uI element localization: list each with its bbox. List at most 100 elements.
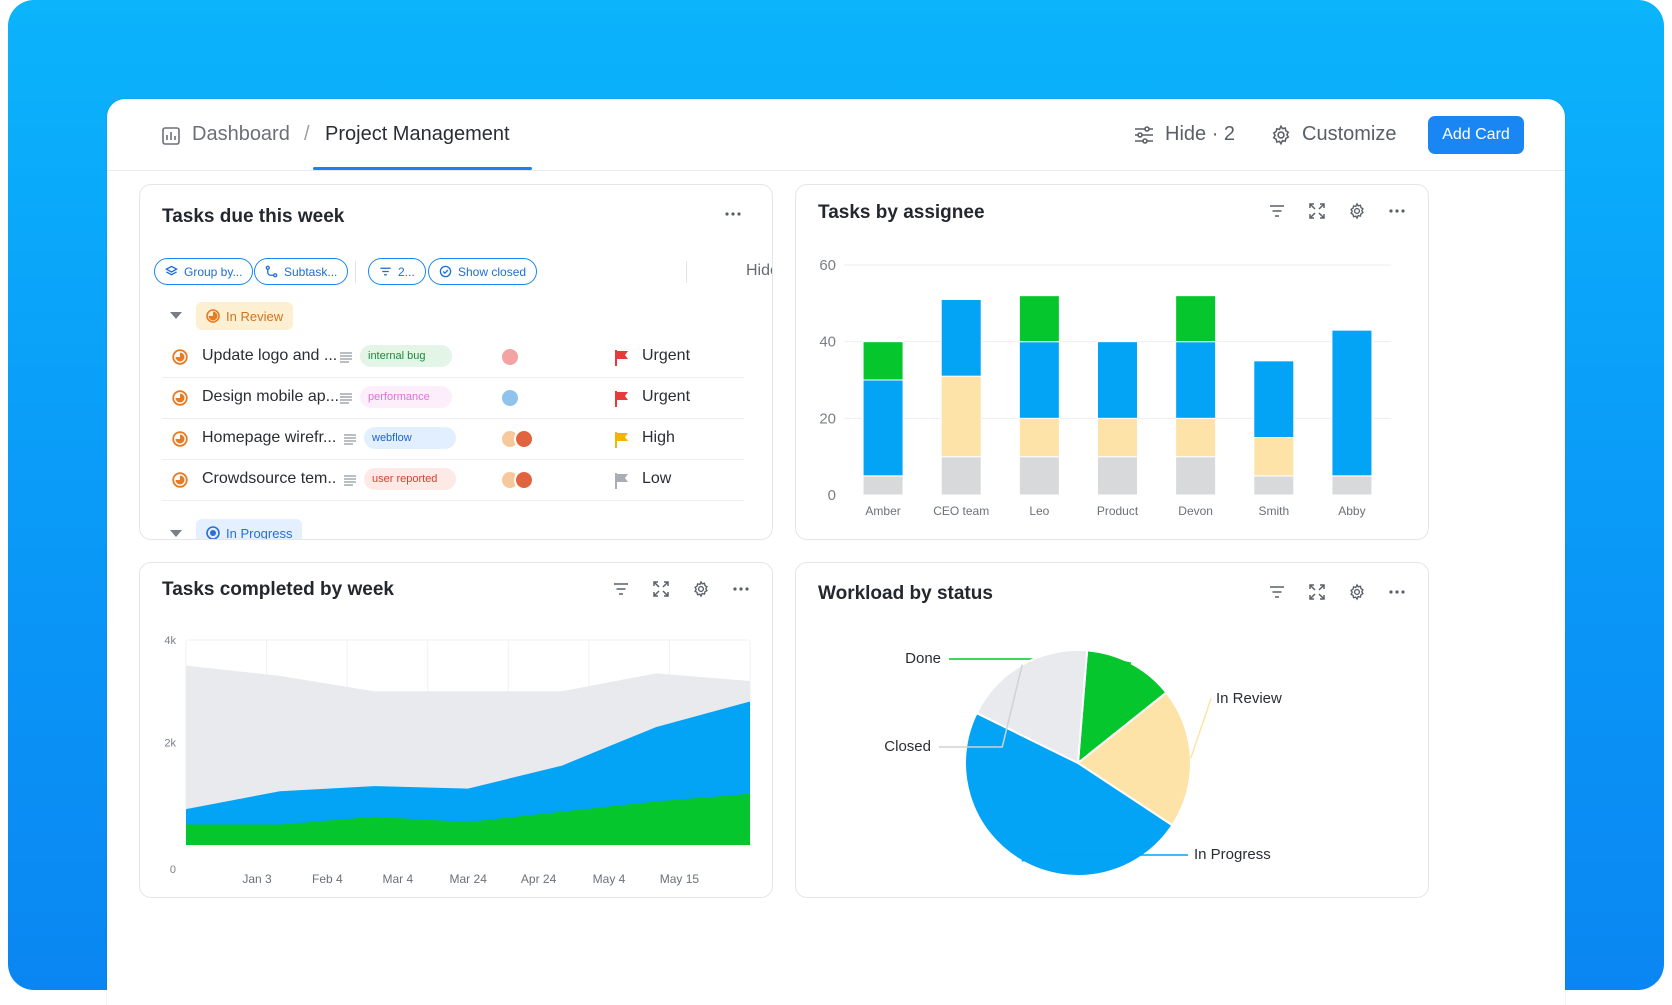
more-options-icon[interactable] bbox=[1388, 202, 1406, 220]
description-icon bbox=[344, 475, 356, 486]
pie-slice bbox=[975, 649, 1089, 765]
bar-segment bbox=[1253, 437, 1295, 477]
breadcrumb-separator: / bbox=[304, 123, 310, 145]
x-tick-label: Mar 24 bbox=[450, 872, 488, 886]
in-review-status-icon[interactable] bbox=[172, 431, 188, 447]
in-review-status-icon[interactable] bbox=[172, 390, 188, 406]
customize-button[interactable]: Customize bbox=[1270, 123, 1396, 146]
x-tick-label: Apr 24 bbox=[521, 872, 557, 886]
expand-icon[interactable] bbox=[652, 580, 670, 598]
low-flag-icon bbox=[615, 473, 628, 489]
x-tick-label: Smith bbox=[1258, 504, 1289, 518]
bar-segment bbox=[1253, 360, 1295, 438]
task-name[interactable]: Update logo and ... bbox=[202, 347, 338, 364]
task-tag[interactable]: performance bbox=[360, 386, 452, 408]
task-row[interactable]: Design mobile ap... performance Urgent bbox=[162, 378, 744, 419]
bar-segment bbox=[1097, 341, 1138, 419]
in-review-status-icon[interactable] bbox=[172, 349, 188, 365]
more-options-icon[interactable] bbox=[724, 205, 742, 223]
gear-icon[interactable] bbox=[692, 580, 710, 598]
more-options-icon[interactable] bbox=[732, 580, 750, 598]
bar-segment bbox=[1331, 329, 1373, 477]
workload-card: Workload by status Done In Review In Progr… bbox=[795, 562, 1429, 898]
bar-segment bbox=[1018, 417, 1060, 458]
avatar[interactable] bbox=[500, 347, 520, 367]
x-tick-label: Product bbox=[1097, 504, 1139, 518]
filter-icon[interactable] bbox=[1268, 202, 1286, 220]
subtasks-label: Subtask... bbox=[284, 264, 338, 279]
avatar[interactable] bbox=[514, 470, 534, 490]
y-tick-label: 60 bbox=[819, 257, 836, 274]
filter-count-label: 2... bbox=[398, 264, 415, 279]
task-row[interactable]: Update logo and ... internal bug Urgent bbox=[162, 337, 744, 378]
expand-icon[interactable] bbox=[1308, 583, 1326, 601]
avatar[interactable] bbox=[514, 429, 534, 449]
filter-count-pill[interactable]: 2... bbox=[368, 258, 426, 285]
bar-segment bbox=[1175, 417, 1217, 458]
filter-icon[interactable] bbox=[1268, 583, 1286, 601]
subtask-icon bbox=[265, 265, 278, 278]
bar-segment bbox=[862, 379, 904, 477]
sliders-icon bbox=[1135, 125, 1153, 144]
group-badge-in-review[interactable]: In Review bbox=[196, 302, 294, 330]
description-icon bbox=[344, 434, 356, 445]
breadcrumb-current[interactable]: Project Management bbox=[325, 123, 510, 145]
task-name[interactable]: Design mobile ap... bbox=[202, 388, 339, 405]
priority-label[interactable]: Urgent bbox=[642, 388, 691, 405]
bar-segment bbox=[1175, 341, 1217, 419]
pie-label: In Review bbox=[1216, 690, 1282, 707]
task-name[interactable]: Homepage wirefr... bbox=[202, 429, 337, 446]
y-tick-label: 4k bbox=[164, 635, 176, 647]
add-card-button[interactable]: Add Card bbox=[1428, 116, 1524, 154]
y-tick-label: 40 bbox=[819, 334, 836, 351]
tasks-completed-chart: 0 2k 4k Jan 3 Feb 4 Mar 4 Mar 24 Apr 24 May 4 May… bbox=[164, 635, 751, 886]
group-badge-in-progress[interactable]: In Progress bbox=[196, 519, 303, 539]
y-tick-label: 0 bbox=[828, 487, 836, 504]
tasks-card-title: Tasks due this week bbox=[162, 206, 345, 227]
breadcrumb-dashboard[interactable]: Dashboard bbox=[192, 123, 290, 145]
y-tick-label: 20 bbox=[819, 410, 836, 427]
bar-segment bbox=[862, 341, 904, 381]
urgent-flag-icon bbox=[615, 350, 628, 366]
filter-icon[interactable] bbox=[612, 580, 630, 598]
gear-icon[interactable] bbox=[1348, 202, 1366, 220]
bar-segment bbox=[1097, 417, 1138, 458]
x-tick-label: CEO team bbox=[933, 504, 989, 518]
dashboard-window: Dashboard / Project Management Hide · 2 … bbox=[107, 99, 1565, 1005]
pie-label: Done bbox=[905, 650, 941, 667]
group-by-filter[interactable]: Group by... bbox=[154, 258, 254, 285]
task-tag[interactable]: webflow bbox=[364, 427, 456, 449]
bar-segment bbox=[940, 299, 982, 377]
bar-segment bbox=[1175, 456, 1217, 496]
hide-link[interactable]: Hide bbox=[746, 262, 772, 279]
show-closed-label: Show closed bbox=[458, 264, 527, 279]
dashboard-icon bbox=[162, 127, 180, 145]
task-row[interactable]: Homepage wirefr... webflow High bbox=[162, 419, 744, 460]
description-icon bbox=[340, 352, 352, 363]
expand-icon[interactable] bbox=[1308, 202, 1326, 220]
bar-segment bbox=[940, 456, 982, 496]
tasks-due-card: Tasks due this week Group by... Subtask.… bbox=[139, 184, 773, 540]
more-options-icon[interactable] bbox=[1388, 583, 1406, 601]
in-review-status-icon[interactable] bbox=[172, 472, 188, 488]
bar-segment bbox=[1018, 295, 1060, 343]
priority-label[interactable]: Low bbox=[642, 470, 672, 487]
group-by-label: Group by... bbox=[184, 264, 243, 279]
task-tag[interactable]: user reported bbox=[364, 468, 456, 490]
group-collapse-toggle[interactable] bbox=[170, 530, 182, 537]
pie-label: Closed bbox=[884, 738, 931, 755]
assignee-card-title: Tasks by assignee bbox=[818, 202, 985, 223]
task-tag[interactable]: internal bug bbox=[360, 345, 452, 367]
show-closed-pill[interactable]: Show closed bbox=[428, 258, 538, 285]
priority-label[interactable]: High bbox=[642, 429, 675, 446]
subtasks-filter[interactable]: Subtask... bbox=[254, 258, 349, 285]
tasks-by-assignee-chart: 0 20 40 60 Amber CEO team Leo Product Devon Smith… bbox=[819, 257, 1391, 518]
hide-button[interactable]: Hide · 2 bbox=[1133, 123, 1235, 146]
task-name[interactable]: Crowdsource tem.. bbox=[202, 470, 337, 487]
priority-label[interactable]: Urgent bbox=[642, 347, 691, 364]
group-collapse-toggle[interactable] bbox=[170, 312, 182, 319]
gear-icon[interactable] bbox=[1348, 583, 1366, 601]
task-row[interactable]: Crowdsource tem.. user reported Low bbox=[162, 460, 744, 501]
in-review-status-icon bbox=[206, 309, 220, 323]
avatar[interactable] bbox=[500, 388, 520, 408]
